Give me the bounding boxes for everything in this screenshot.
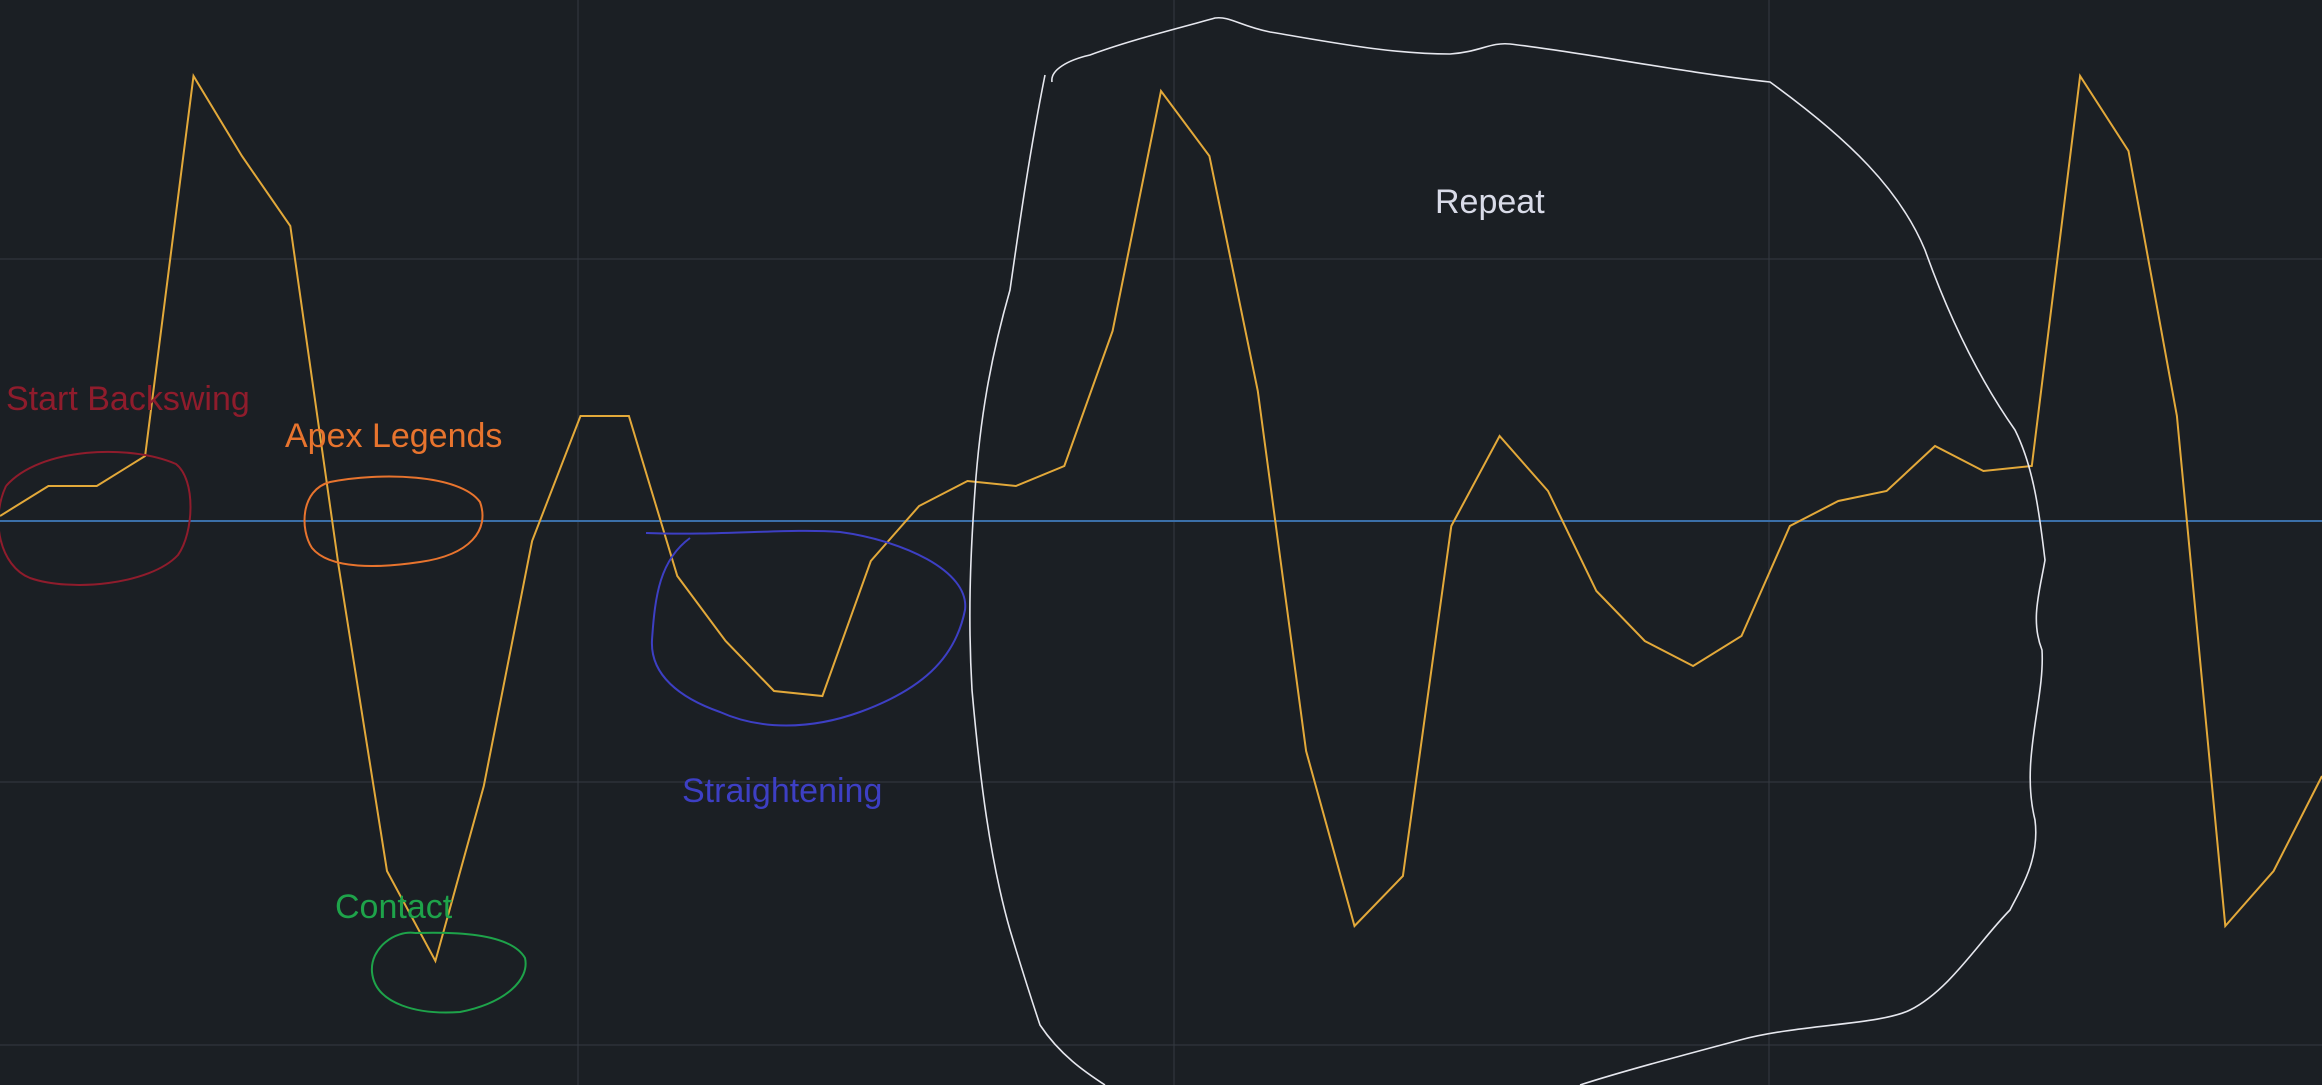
start-backswing-circle	[0, 450, 192, 586]
repeat-outline	[969, 16, 2046, 1085]
apex-legends-circle	[303, 475, 484, 567]
series-line-signal	[0, 73, 2322, 964]
start-backswing-label: Start Backswing	[6, 380, 250, 418]
contact-circle	[370, 931, 527, 1014]
series-group	[0, 73, 2322, 964]
repeat-label: Repeat	[1435, 183, 1545, 221]
straightening-label: Straightening	[682, 772, 883, 810]
contact-label: Contact	[335, 888, 453, 926]
straightening-circle	[645, 529, 967, 727]
apex-legends-label: Apex Legends	[285, 417, 503, 455]
